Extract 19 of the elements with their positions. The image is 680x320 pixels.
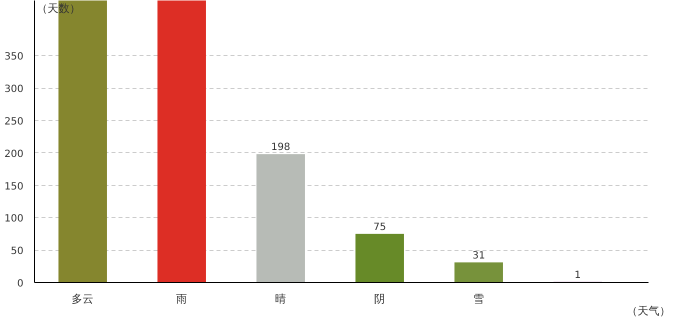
- x-tick-label: 雨: [176, 292, 188, 306]
- y-axis-title: （天数）: [36, 2, 80, 16]
- y-tick-label: 50: [10, 246, 24, 258]
- y-tick-label: 250: [4, 116, 24, 128]
- x-tick-label: 雪: [473, 292, 484, 306]
- data-label: 198: [271, 142, 290, 154]
- y-tick-label: 350: [4, 52, 24, 63]
- y-tick-label: 300: [4, 84, 24, 96]
- x-tick-label: 多云: [72, 292, 94, 306]
- data-label: 75: [373, 222, 386, 233]
- x-tick-label: 阴: [374, 292, 386, 306]
- y-tick-label: 150: [4, 181, 24, 192]
- y-tick-label: 200: [4, 148, 24, 160]
- data-label: 1: [574, 270, 581, 281]
- x-axis-title: （天气）: [626, 304, 670, 318]
- data-label: 31: [472, 250, 486, 262]
- y-tick-label: 0: [17, 278, 24, 290]
- x-tick-label: 晴: [275, 292, 286, 306]
- y-tick-label: 100: [4, 214, 24, 225]
